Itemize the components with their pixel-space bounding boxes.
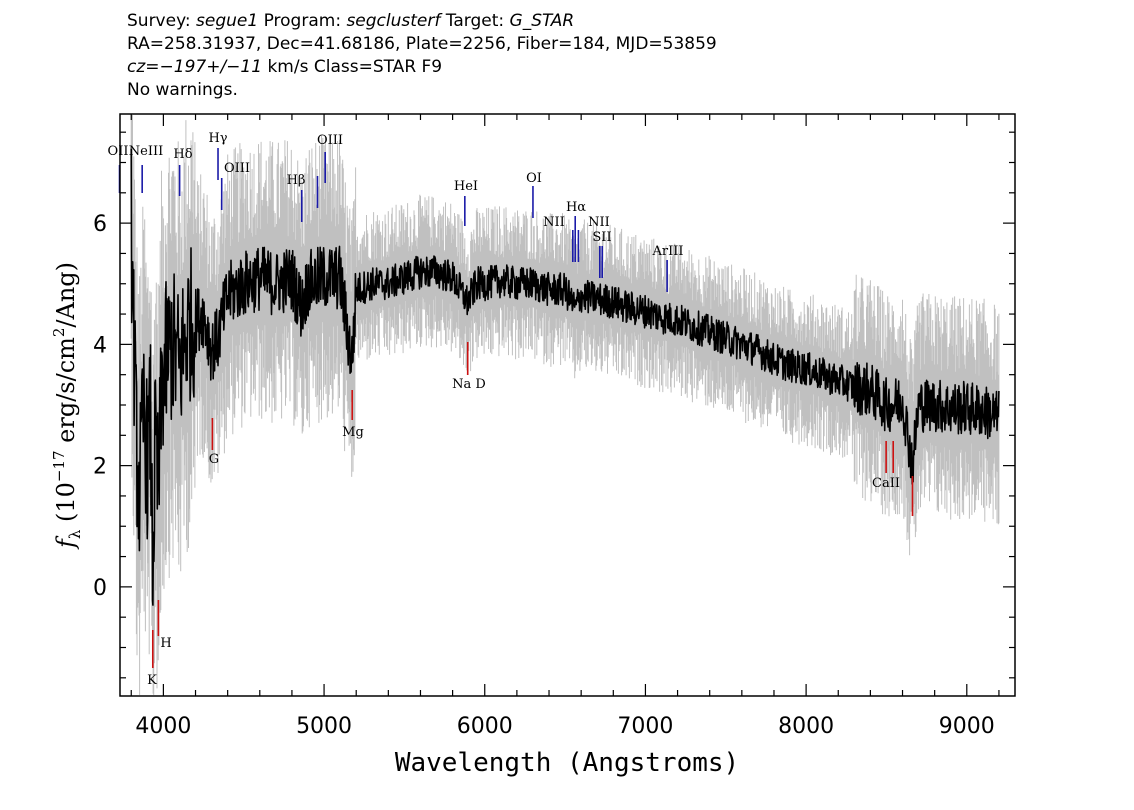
absorption-line-label: G	[209, 452, 219, 467]
class-value: km/s Class=STAR F9	[262, 57, 443, 77]
header-line-coordinates: RA=258.31937, Dec=41.68186, Plate=2256, …	[127, 34, 717, 54]
target-value: G_STAR	[509, 11, 575, 31]
x-axis-label: Wavelength (Angstroms)	[395, 748, 739, 778]
y-axis-label: fλ (10−17 erg/s/cm2/Ang)	[50, 262, 84, 550]
header-line-warnings: No warnings.	[127, 80, 238, 100]
emission-line-label: Hβ	[287, 173, 306, 188]
survey-value: segue1	[196, 11, 259, 31]
emission-line-label: ArIII	[651, 244, 683, 259]
cz-value: cz=−197+/−11	[127, 57, 263, 77]
x-tick-label: 4000	[135, 714, 191, 739]
y-label-open: (10	[52, 482, 80, 530]
x-tick-label: 5000	[296, 714, 352, 739]
y-label-lambda: λ	[66, 529, 84, 539]
flux-layer	[130, 148, 1000, 606]
emission-line-label: NeIII	[129, 144, 163, 159]
y-tick-label: 6	[93, 212, 107, 237]
y-tick-label: 0	[93, 576, 107, 601]
spectrum-header: Survey: segue1 Program: segclusterf Targ…	[127, 10, 717, 102]
y-label-exp2: 2	[50, 328, 68, 338]
emission-line-label: Hα	[566, 200, 586, 215]
emission-line-label: HeI	[454, 179, 478, 194]
absorption-line-label: Na D	[452, 377, 486, 392]
program-label: Program:	[258, 11, 347, 31]
emission-line-label: OI	[526, 171, 542, 186]
absorption-line-label: CaII	[872, 476, 900, 491]
emission-line-label: NII	[588, 215, 610, 230]
survey-label: Survey:	[127, 11, 197, 31]
x-tick-label: 9000	[939, 714, 995, 739]
target-label: Target:	[440, 11, 510, 31]
y-tick-label: 4	[93, 333, 107, 358]
y-label-mid: erg/s/cm	[52, 337, 80, 451]
y-label-close: /Ang)	[52, 262, 80, 328]
emission-line-label: Hγ	[208, 131, 227, 146]
x-tick-label: 7000	[617, 714, 673, 739]
emission-line-label: OIII	[224, 161, 250, 176]
emission-line-label: NII	[543, 215, 565, 230]
y-label-exp1: −17	[50, 450, 68, 482]
x-tick-label: 6000	[457, 714, 513, 739]
header-line-redshift: cz=−197+/−11 km/s Class=STAR F9	[127, 56, 717, 79]
x-tick-label: 8000	[778, 714, 834, 739]
absorption-line-label: K	[147, 673, 157, 688]
emission-line-label: SII	[592, 230, 611, 245]
spectral-lines-layer: OII NeIII HδHγOIIIHβOIIIHeIOINIIHαNIISIIAr…	[108, 131, 914, 688]
absorption-line-label: Mg	[342, 425, 364, 440]
program-value: segclusterf	[346, 11, 441, 31]
emission-line-label: OIII	[317, 133, 343, 148]
axis-ticks-layer: 4000 5000 6000 7000 8000 9000 0 2 4 6	[93, 114, 1015, 739]
header-line-survey: Survey: segue1 Program: segclusterf Targ…	[127, 10, 717, 33]
y-tick-label: 2	[93, 455, 107, 480]
emission-line-label: Hδ	[173, 147, 192, 162]
flux-series	[130, 148, 1000, 606]
absorption-line-label: H	[160, 636, 171, 651]
emission-line-label: OII	[108, 144, 129, 159]
